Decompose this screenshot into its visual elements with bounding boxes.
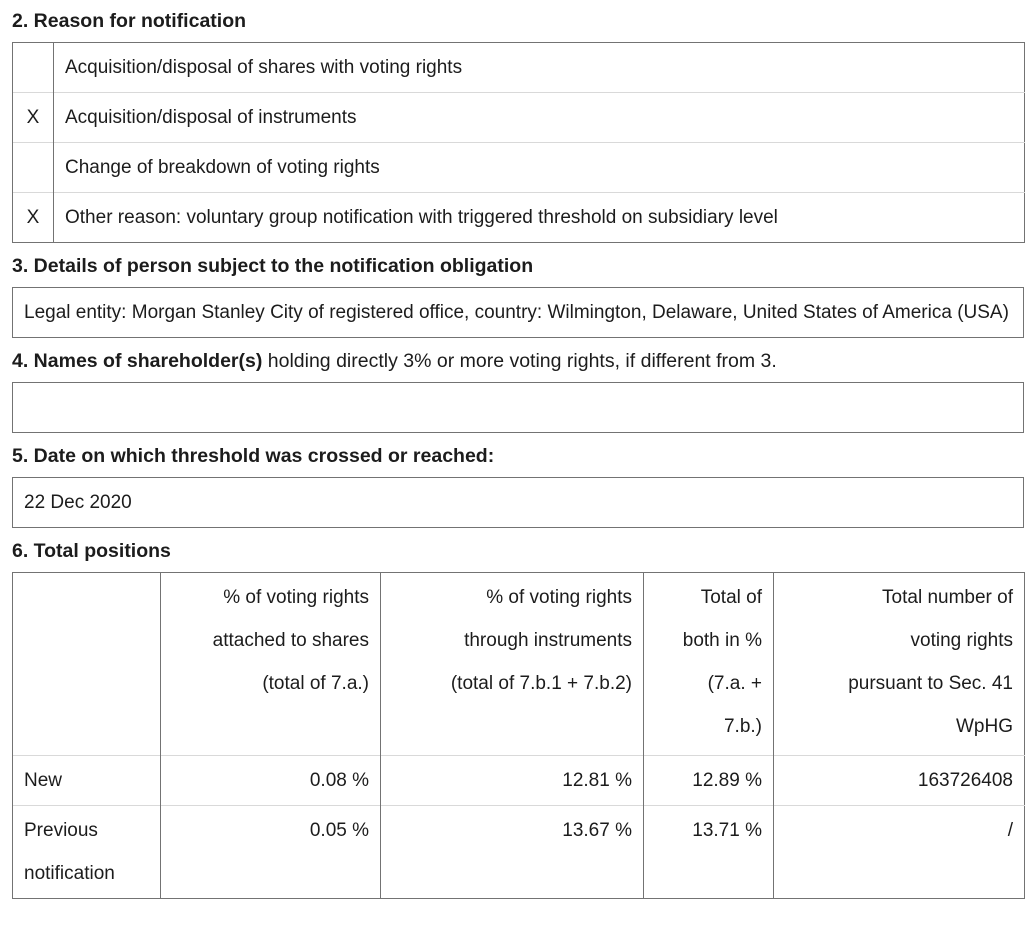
- section5-heading: 5. Date on which threshold was crossed o…: [12, 445, 495, 467]
- positions-row-label: New: [12, 755, 161, 806]
- reason-checkbox-cell: X: [12, 192, 54, 243]
- reason-for-notification-table: Acquisition/disposal of shares with voti…: [12, 42, 1025, 243]
- reason-label: Change of breakdown of voting rights: [53, 142, 1025, 193]
- positions-header-total-pct: Total of both in % (7.a. + 7.b.): [643, 572, 774, 756]
- positions-row-previous: Previous notification 0.05 % 13.67 % 13.…: [12, 805, 1025, 899]
- reason-row: Change of breakdown of voting rights: [12, 142, 1025, 193]
- reason-checkbox-cell: X: [12, 92, 54, 143]
- section4-heading: 4. Names of shareholder(s) holding direc…: [12, 348, 1024, 374]
- positions-row-label: Previous notification: [12, 805, 161, 899]
- positions-shares-pct: 0.05 %: [160, 805, 381, 899]
- section4-heading-bold: 4. Names of shareholder(s): [12, 350, 263, 372]
- positions-header-row: % of voting rights attached to shares (t…: [12, 572, 1025, 756]
- section4-heading-rest: holding directly 3% or more voting right…: [262, 350, 777, 372]
- positions-header-total-voting-rights: Total number of voting rights pursuant t…: [773, 572, 1025, 756]
- positions-total-pct: 13.71 %: [643, 805, 774, 899]
- reason-row: Acquisition/disposal of shares with voti…: [12, 42, 1025, 93]
- notification-person-details-box: Legal entity: Morgan Stanley City of reg…: [12, 287, 1024, 338]
- shareholder-names-box: [12, 382, 1024, 433]
- positions-total-pct: 12.89 %: [643, 755, 774, 806]
- reason-row: X Acquisition/disposal of instruments: [12, 92, 1025, 143]
- positions-row-new: New 0.08 % 12.81 % 12.89 % 163726408: [12, 755, 1025, 806]
- reason-label: Other reason: voluntary group notificati…: [53, 192, 1025, 243]
- positions-total-voting-rights: /: [773, 805, 1025, 899]
- positions-header-empty: [12, 572, 161, 756]
- total-positions-table: % of voting rights attached to shares (t…: [12, 572, 1025, 899]
- reason-label: Acquisition/disposal of shares with voti…: [53, 42, 1025, 93]
- positions-header-instruments-pct: % of voting rights through instruments (…: [380, 572, 644, 756]
- section3-heading: 3. Details of person subject to the noti…: [12, 255, 534, 277]
- section6-heading: 6. Total positions: [12, 540, 171, 562]
- positions-total-voting-rights: 163726408: [773, 755, 1025, 806]
- reason-row: X Other reason: voluntary group notifica…: [12, 192, 1025, 243]
- positions-instruments-pct: 12.81 %: [380, 755, 644, 806]
- positions-shares-pct: 0.08 %: [160, 755, 381, 806]
- positions-header-shares-pct: % of voting rights attached to shares (t…: [160, 572, 381, 756]
- reason-checkbox-cell: [12, 142, 54, 193]
- section2-heading: 2. Reason for notification: [12, 10, 247, 32]
- reason-label: Acquisition/disposal of instruments: [53, 92, 1025, 143]
- positions-instruments-pct: 13.67 %: [380, 805, 644, 899]
- threshold-date-box: 22 Dec 2020: [12, 477, 1024, 528]
- reason-checkbox-cell: [12, 42, 54, 93]
